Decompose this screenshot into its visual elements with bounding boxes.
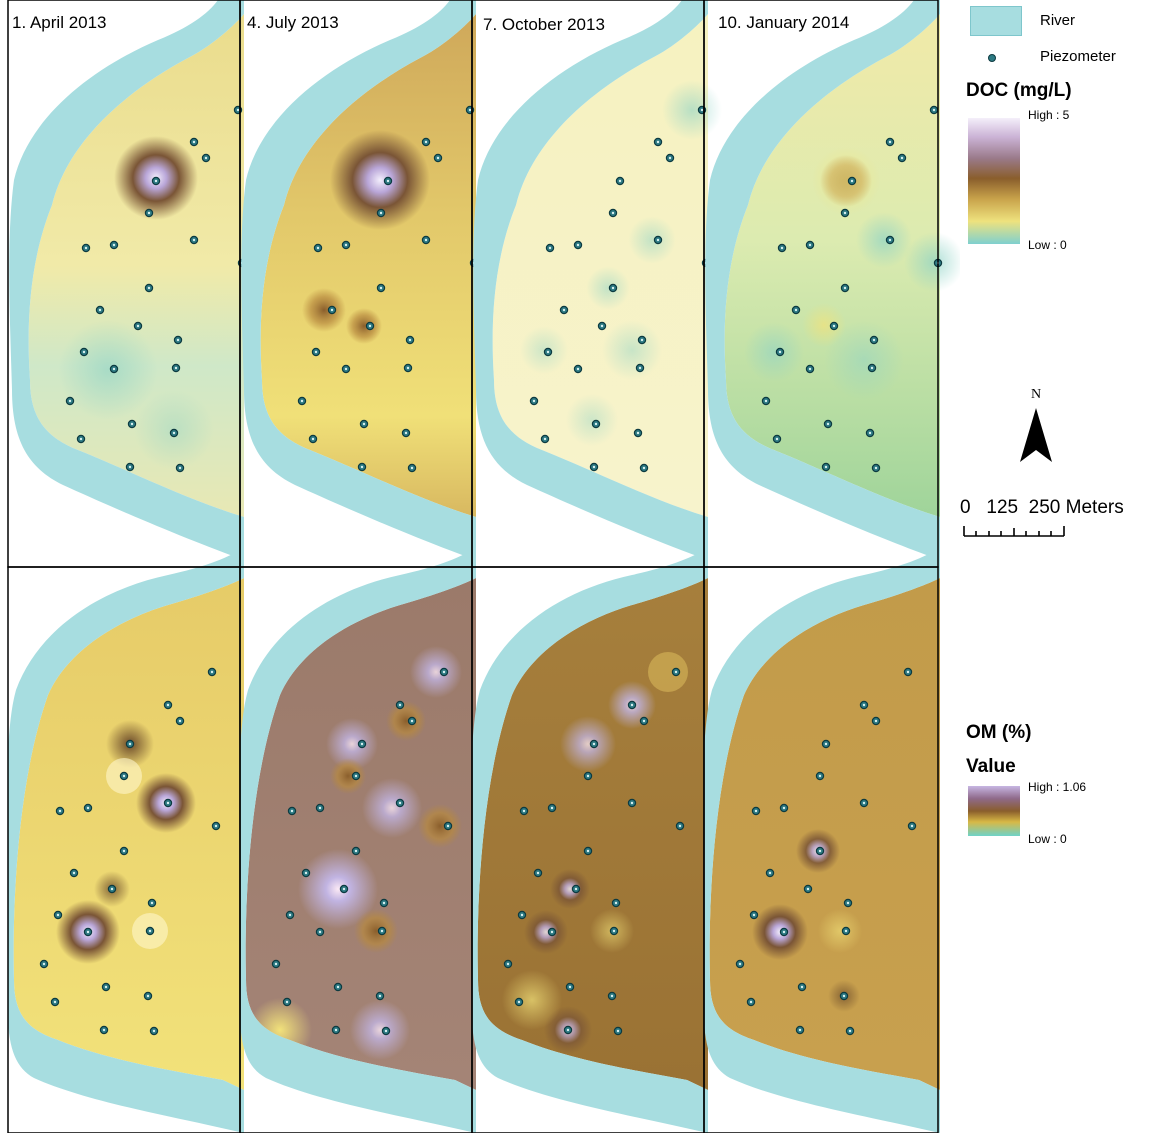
river-swatch bbox=[970, 6, 1022, 36]
map-panels-svg: 1. April 2013 4. July 2013 7. October 20… bbox=[7, 0, 960, 1133]
om-low-label: Low : 0 bbox=[1028, 832, 1067, 846]
panel-title-january: 10. January 2014 bbox=[718, 13, 849, 32]
doc-panel-april bbox=[9, 0, 245, 560]
doc-panel-october bbox=[473, 0, 722, 560]
north-label: N bbox=[1031, 387, 1041, 402]
doc-color-ramp bbox=[968, 118, 1020, 244]
piezometer-swatch bbox=[988, 54, 996, 62]
scale-bar-icon bbox=[963, 526, 1065, 537]
om-panel-january bbox=[703, 548, 940, 1133]
legend: River Piezometer DOC (mg/L) High : 5 Low… bbox=[960, 0, 1164, 1133]
scale-label: 0 125 250 Meters bbox=[960, 497, 1124, 518]
om-panel-april bbox=[7, 548, 245, 1133]
doc-high-label: High : 5 bbox=[1028, 108, 1070, 122]
panel-title-april: 1. April 2013 bbox=[12, 13, 107, 32]
river-legend-label: River bbox=[1040, 12, 1076, 29]
doc-legend-title: DOC (mg/L) bbox=[966, 80, 1072, 101]
panel-title-october: 7. October 2013 bbox=[483, 15, 605, 34]
om-legend-subtitle: Value bbox=[966, 756, 1016, 777]
om-panel-july bbox=[239, 548, 476, 1133]
north-arrow-icon: N bbox=[1020, 387, 1052, 462]
om-panel-october bbox=[471, 548, 708, 1133]
doc-low-label: Low : 0 bbox=[1028, 238, 1067, 252]
om-color-ramp bbox=[968, 786, 1020, 836]
om-legend-title: OM (%) bbox=[966, 722, 1032, 743]
panel-frames bbox=[7, 0, 939, 1133]
panel-title-july: 4. July 2013 bbox=[247, 13, 339, 32]
doc-panel-january bbox=[705, 0, 960, 560]
om-high-label: High : 1.06 bbox=[1028, 780, 1087, 794]
doc-panel-july bbox=[241, 0, 477, 560]
piezometer-legend-label: Piezometer bbox=[1040, 48, 1116, 65]
